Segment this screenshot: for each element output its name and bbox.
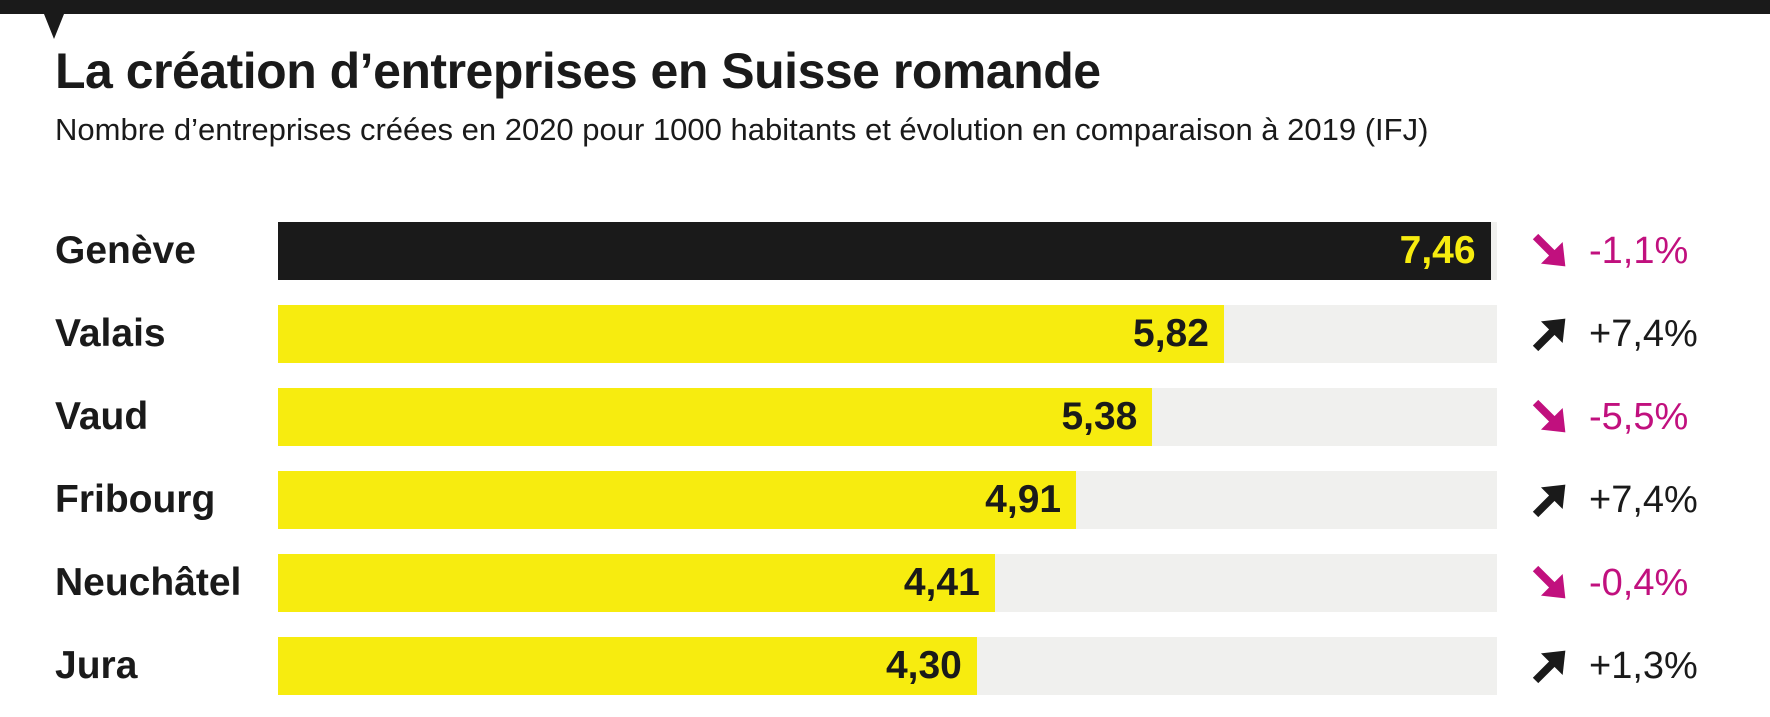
chart-row: Neuchâtel 4,41 -0,4% — [0, 554, 1770, 612]
row-label: Fribourg — [55, 478, 216, 521]
change-value: +7,4% — [1589, 312, 1698, 355]
chart-subtitle: Nombre d’entreprises créées en 2020 pour… — [55, 112, 1429, 147]
bar-value: 7,46 — [1399, 229, 1476, 272]
change-value: -5,5% — [1589, 395, 1689, 438]
trend-arrow-icon — [1527, 228, 1573, 274]
row-label: Valais — [55, 312, 166, 355]
bar-track: 4,91 — [278, 471, 1497, 529]
change-indicator: +1,3% — [1527, 643, 1698, 689]
top-black-bar — [0, 0, 1770, 39]
bar-fill: 7,46 — [278, 222, 1491, 280]
chart-title: La création d’entreprises en Suisse roma… — [55, 43, 1101, 99]
bar-value: 4,30 — [885, 644, 962, 687]
bar-track: 4,41 — [278, 554, 1497, 612]
change-indicator: -0,4% — [1527, 560, 1688, 606]
bar-fill: 4,91 — [278, 471, 1077, 529]
chart-row: Fribourg 4,91 +7,4% — [0, 471, 1770, 529]
change-value: +1,3% — [1589, 644, 1698, 687]
bar-value: 4,91 — [985, 478, 1062, 521]
bar-fill: 4,41 — [278, 554, 995, 612]
change-indicator: +7,4% — [1527, 477, 1698, 523]
bar-value: 5,82 — [1133, 312, 1209, 355]
change-indicator: -5,5% — [1527, 394, 1688, 440]
trend-arrow-icon — [1527, 643, 1573, 689]
bar-track: 7,46 — [278, 222, 1497, 280]
change-value: -0,4% — [1589, 561, 1689, 604]
bar-fill: 5,38 — [278, 388, 1153, 446]
bar-track: 5,82 — [278, 305, 1497, 363]
bar-value: 4,41 — [903, 561, 980, 604]
row-label: Neuchâtel — [55, 561, 242, 604]
bar-chart: Genève 7,46 -1,1% Valais 5,82 — [0, 222, 1770, 717]
change-value: -1,1% — [1589, 229, 1689, 272]
trend-arrow-icon — [1527, 311, 1573, 357]
row-label: Jura — [55, 644, 138, 687]
chart-row: Vaud 5,38 -5,5% — [0, 388, 1770, 446]
bar-fill: 5,82 — [278, 305, 1224, 363]
chart-row: Jura 4,30 +1,3% — [0, 637, 1770, 695]
change-value: +7,4% — [1589, 478, 1698, 521]
row-label: Vaud — [55, 395, 149, 438]
trend-arrow-icon — [1527, 394, 1573, 440]
change-indicator: -1,1% — [1527, 228, 1688, 274]
bar-track: 4,30 — [278, 637, 1497, 695]
bar-value: 5,38 — [1061, 395, 1138, 438]
trend-arrow-icon — [1527, 560, 1573, 606]
trend-arrow-icon — [1527, 477, 1573, 523]
bar-fill: 4,30 — [278, 637, 977, 695]
chart-row: Genève 7,46 -1,1% — [0, 222, 1770, 280]
bar-track: 5,38 — [278, 388, 1497, 446]
chart-row: Valais 5,82 +7,4% — [0, 305, 1770, 363]
change-indicator: +7,4% — [1527, 311, 1698, 357]
pointer-triangle-icon — [44, 14, 64, 39]
row-label: Genève — [55, 229, 196, 272]
